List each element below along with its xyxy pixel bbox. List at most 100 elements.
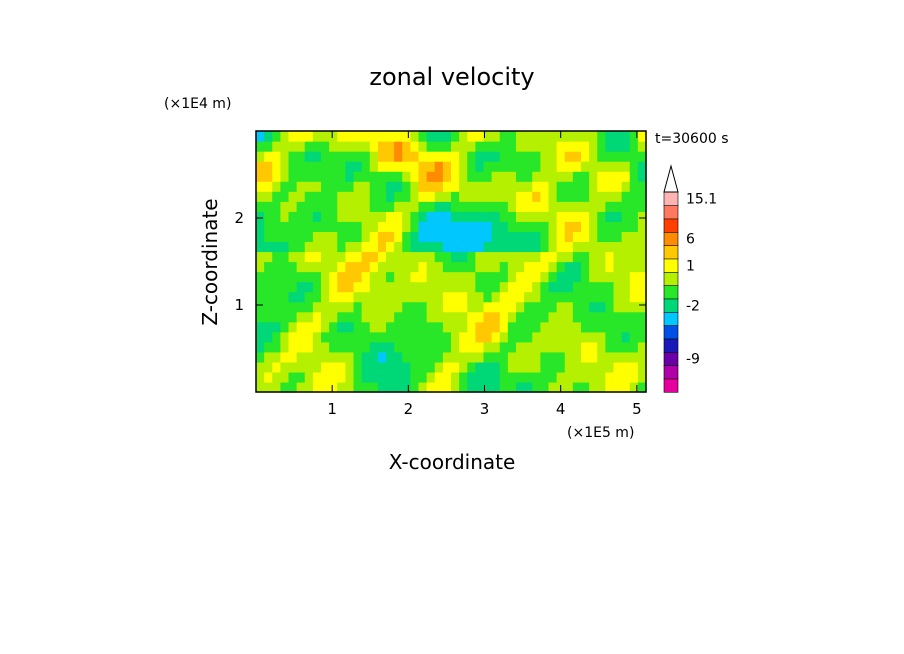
field-cell: [418, 241, 428, 253]
field-cell: [337, 241, 346, 253]
field-cell: [434, 371, 444, 383]
field-cell: [581, 261, 590, 273]
field-cell: [564, 171, 574, 182]
field-cell: [597, 361, 606, 373]
field-cell: [581, 221, 590, 232]
field-cell: [629, 261, 639, 273]
field-cell: [304, 341, 314, 353]
field-cell: [540, 341, 550, 353]
colorbar-level: [663, 218, 679, 233]
field-cell: [629, 341, 639, 353]
field-cell: [597, 311, 606, 323]
field-cell: [556, 261, 566, 273]
field-cell: [564, 151, 574, 162]
field-cell: [353, 331, 363, 343]
field-cell: [540, 281, 550, 293]
field-cell: [613, 311, 623, 323]
field-cell: [451, 281, 460, 293]
field-cell: [353, 291, 363, 303]
field-cell: [637, 171, 647, 182]
field-cell: [556, 231, 566, 243]
field-cell: [540, 221, 550, 232]
field-cell: [361, 241, 371, 253]
field-cell: [621, 231, 631, 243]
field-cell: [637, 251, 647, 263]
field-cell: [475, 301, 485, 313]
field-cell: [451, 231, 460, 243]
field-cell: [386, 311, 395, 323]
field-cell: [345, 251, 355, 263]
field-cell: [337, 221, 346, 232]
field-cell: [296, 271, 306, 283]
field-cell: [361, 291, 371, 303]
field-cell: [442, 191, 452, 202]
field-cell: [329, 251, 338, 263]
field-cell: [386, 351, 395, 363]
field-cell: [296, 321, 306, 333]
field-cell: [507, 271, 517, 283]
field-cell: [312, 131, 322, 142]
field-cell: [377, 281, 387, 293]
x-tick-label: 3: [480, 400, 490, 418]
field-cell: [280, 271, 290, 283]
field-cell: [321, 381, 330, 393]
field-cell: [321, 271, 330, 283]
field-cell: [394, 231, 403, 243]
colorbar-level: [663, 365, 679, 380]
field-cell: [410, 371, 420, 383]
colorbar-label: 1: [686, 258, 695, 274]
chart-title: zonal velocity: [369, 63, 534, 91]
field-cell: [256, 291, 265, 303]
field-cell: [386, 221, 395, 232]
field-cell: [272, 221, 281, 232]
field-cell: [451, 361, 460, 373]
field-cell: [491, 281, 501, 293]
field-cell: [621, 251, 631, 263]
field-cell: [637, 381, 647, 393]
field-cell: [548, 351, 558, 363]
field-cell: [345, 281, 355, 293]
field-cell: [451, 181, 460, 192]
field-cell: [516, 251, 525, 263]
field-cell: [629, 221, 639, 232]
field-cell: [581, 191, 590, 202]
field-cell: [304, 261, 314, 273]
field-cell: [540, 191, 550, 202]
field-cell: [556, 301, 566, 313]
field-cell: [337, 141, 346, 152]
field-cell: [621, 151, 631, 162]
field-cell: [556, 341, 566, 353]
field-cell: [418, 271, 428, 283]
field-cell: [637, 341, 647, 353]
field-cell: [467, 271, 476, 283]
field-cell: [548, 371, 558, 383]
field-cell: [637, 301, 647, 313]
field-cell: [621, 371, 631, 383]
field-cell: [589, 321, 598, 333]
field-cell: [337, 151, 346, 162]
field-cell: [637, 191, 647, 202]
field-cell: [548, 161, 558, 172]
field-cell: [572, 321, 582, 333]
field-cell: [361, 171, 371, 182]
field-cell: [369, 301, 379, 313]
field-cell: [605, 221, 615, 232]
field-cell: [369, 311, 379, 323]
field-cell: [467, 131, 476, 142]
field-cell: [532, 291, 541, 303]
field-cell: [418, 221, 428, 232]
field-cell: [434, 151, 444, 162]
field-cell: [353, 171, 363, 182]
field-cell: [483, 161, 493, 172]
field-cell: [564, 131, 574, 142]
field-cell: [386, 281, 395, 293]
field-cell: [507, 171, 517, 182]
field-cell: [353, 271, 363, 283]
field-cell: [426, 261, 436, 273]
field-cell: [572, 141, 582, 152]
field-cell: [451, 301, 460, 313]
field-cell: [459, 251, 468, 263]
field-cell: [402, 361, 411, 373]
field-cell: [629, 151, 639, 162]
